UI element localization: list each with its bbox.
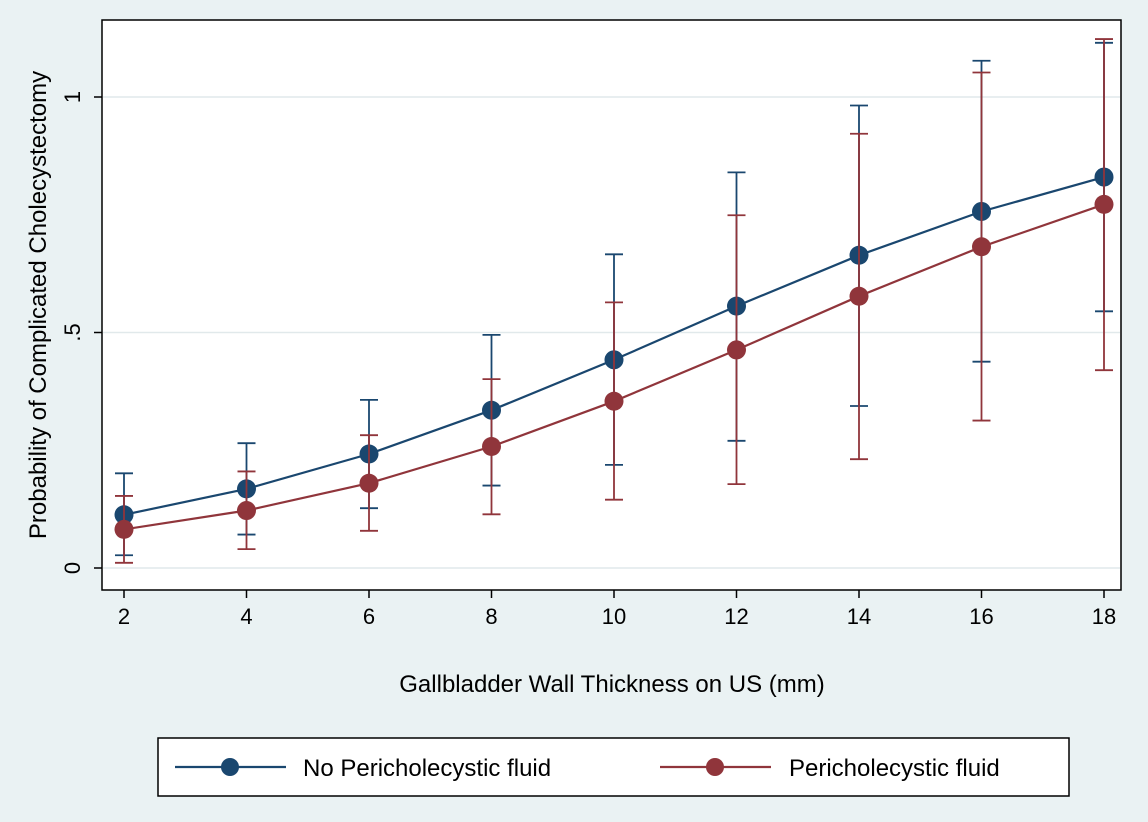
x-tick-label-2: 6 (363, 604, 375, 629)
legend-marker-no-pericholecystic (221, 758, 239, 776)
x-tick-label-7: 16 (969, 604, 993, 629)
legend-marker-pericholecystic (706, 758, 724, 776)
data-point-1-2 (359, 473, 379, 493)
data-point-1-0 (114, 519, 134, 539)
x-tick-label-6: 14 (847, 604, 871, 629)
x-tick-label-5: 12 (724, 604, 748, 629)
series-layer (114, 38, 1114, 564)
axes: 0.512 4 6 8 10 12 14 16 18 (60, 91, 1116, 629)
x-tick-label-0: 2 (118, 604, 130, 629)
data-point-1-6 (849, 286, 869, 306)
legend-label-no-pericholecystic: No Pericholecystic fluid (303, 755, 551, 782)
x-tick-label-1: 4 (240, 604, 252, 629)
y-tick-label-0: 0 (60, 562, 85, 574)
y-axis-title: Probability of Complicated Cholecystecto… (25, 71, 52, 539)
x-axis-title: Gallbladder Wall Thickness on US (mm) (399, 671, 824, 698)
y-tick-label-1: .5 (60, 323, 85, 341)
x-tick-label-4: 10 (602, 604, 626, 629)
legend-label-pericholecystic: Pericholecystic fluid (789, 755, 1000, 782)
data-point-1-1 (237, 501, 256, 521)
data-point-1-7 (972, 237, 991, 257)
data-point-1-4 (604, 391, 624, 411)
x-tick-label-8: 18 (1092, 604, 1116, 629)
data-point-1-5 (727, 340, 746, 360)
grid (103, 96, 1120, 569)
data-point-1-8 (1094, 194, 1114, 214)
series-1 (114, 38, 1114, 564)
data-point-1-3 (482, 436, 501, 456)
plot-area (101, 19, 1122, 591)
y-tick-label-2: 1 (60, 91, 85, 103)
x-tick-label-3: 8 (485, 604, 497, 629)
legend: No Pericholecystic fluid Pericholecystic… (157, 737, 1070, 797)
legend-box (157, 737, 1070, 797)
